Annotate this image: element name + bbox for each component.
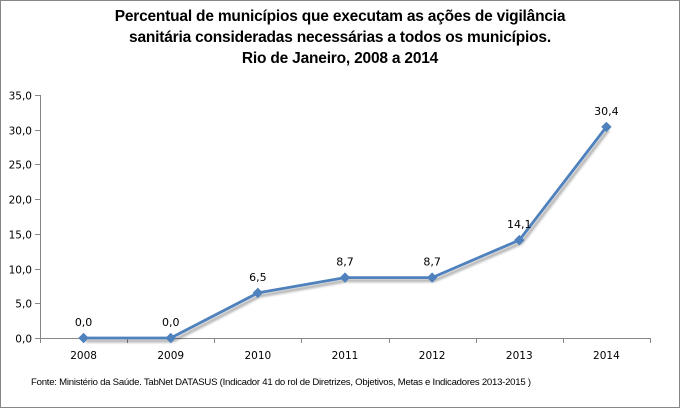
y-axis-tick-labels: 0,0 5,0 10,0 15,0 20,0 25,0 30,0 35,0 — [9, 91, 32, 346]
data-label: 14,1 — [507, 218, 532, 231]
chart-title-line-3: Rio de Janeiro, 2008 a 2014 — [241, 50, 439, 67]
source-note: Fonte: Ministério da Saúde. TabNet DATAS… — [31, 377, 531, 388]
y-tick-label: 35,0 — [9, 91, 32, 103]
chart-title: Percentual de municípios que executam as… — [0, 6, 680, 69]
y-tick-label: 25,0 — [9, 160, 32, 172]
y-tick-label: 20,0 — [9, 195, 32, 207]
y-tick-label: 10,0 — [9, 265, 32, 277]
data-label: 8,7 — [336, 256, 354, 269]
data-point-marker — [339, 272, 351, 283]
x-tick-label: 2014 — [593, 350, 620, 362]
y-tick-label: 15,0 — [9, 230, 32, 242]
x-tick-label: 2008 — [70, 350, 97, 362]
x-tick-label: 2010 — [244, 350, 271, 362]
x-tick-label: 2009 — [157, 350, 184, 362]
x-tick-label: 2012 — [419, 350, 446, 362]
series-line — [83, 126, 608, 340]
x-tick-label: 2011 — [332, 350, 359, 362]
x-axis-tick-labels: 2008 2009 2010 2011 2012 2013 2014 — [70, 350, 620, 362]
y-tick-label: 30,0 — [9, 126, 32, 138]
data-label: 0,0 — [75, 316, 93, 329]
data-label: 8,7 — [423, 256, 441, 269]
data-point-marker — [426, 272, 438, 283]
chart-title-line-2: sanitária consideradas necessárias a tod… — [129, 29, 551, 46]
axes — [35, 95, 651, 343]
data-point-marker — [165, 332, 176, 344]
data-label: 30,4 — [594, 105, 619, 118]
y-tick-label: 5,0 — [15, 299, 32, 311]
data-label: 6,5 — [249, 271, 267, 284]
data-point-marker — [252, 287, 264, 299]
data-point-marker — [78, 332, 89, 344]
y-tick-label: 0,0 — [15, 334, 32, 346]
chart-title-line-1: Percentual de municípios que executam as… — [114, 8, 566, 25]
data-labels: 0,0 0,0 6,5 8,7 8,7 14,1 30,4 — [75, 105, 619, 329]
x-tick-label: 2013 — [506, 350, 533, 362]
series-group — [78, 121, 612, 344]
data-point-marker — [514, 234, 525, 246]
data-label: 0,0 — [162, 316, 180, 329]
data-point-marker — [601, 121, 612, 133]
